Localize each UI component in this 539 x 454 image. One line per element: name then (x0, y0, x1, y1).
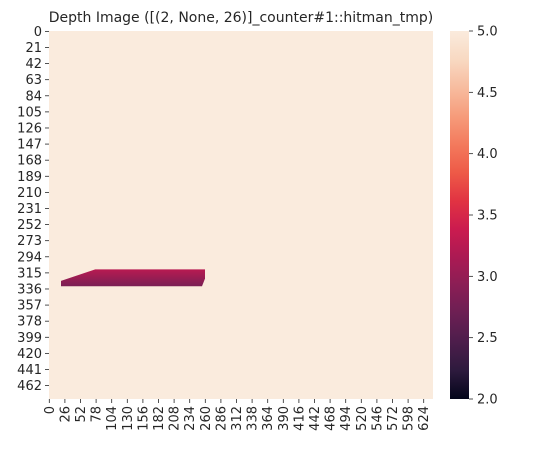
y-tick-label: 42 (25, 57, 42, 72)
x-tick-label: 624 (417, 406, 432, 431)
y-tick-label: 462 (17, 379, 42, 394)
colorbar-axis: 2.0 2.5 3.0 3.5 4.0 4.5 5.0 (469, 25, 498, 408)
chart-title: Depth Image ([(2, None, 26)]_counter#1::… (49, 10, 434, 26)
x-tick-label: 338 (246, 406, 261, 431)
x-tick-label: 598 (402, 406, 417, 431)
x-tick-label: 156 (136, 406, 151, 431)
colorbar-tick-label: 3.0 (477, 270, 498, 285)
y-tick-label: 84 (25, 89, 42, 104)
y-tick-label: 315 (17, 266, 42, 281)
x-tick-label: 442 (308, 406, 323, 431)
x-tick-label: 182 (152, 406, 167, 431)
colorbar (450, 31, 469, 399)
y-tick-label: 0 (34, 25, 42, 40)
x-tick-label: 78 (90, 406, 105, 423)
colorbar-tick-label: 2.0 (477, 393, 498, 408)
x-tick-label: 468 (324, 406, 339, 431)
colorbar-tick-label: 2.5 (477, 331, 498, 346)
y-tick-label: 399 (17, 331, 42, 346)
colorbar-tick-label: 4.5 (477, 86, 498, 101)
y-tick-label: 168 (17, 154, 42, 169)
colorbar-tick-label: 3.5 (477, 209, 498, 224)
x-tick-label: 312 (230, 406, 245, 431)
y-tick-label: 357 (17, 299, 42, 314)
x-tick-label: 130 (121, 406, 136, 431)
y-tick-label: 21 (25, 41, 42, 56)
x-tick-label: 390 (277, 406, 292, 431)
x-tick-label: 572 (386, 406, 401, 431)
x-tick-label: 0 (43, 406, 58, 414)
x-tick-label: 494 (339, 406, 354, 431)
y-tick-label: 105 (17, 105, 42, 120)
x-tick-label: 234 (183, 406, 198, 431)
y-tick-label: 210 (17, 186, 42, 201)
y-tick-label: 378 (17, 315, 42, 330)
y-tick-label: 294 (17, 250, 42, 265)
x-tick-label: 546 (370, 406, 385, 431)
y-tick-label: 252 (17, 218, 42, 233)
x-tick-label: 52 (74, 406, 89, 423)
heatmap-background (49, 31, 433, 399)
y-tick-label: 336 (17, 282, 42, 297)
y-tick-label: 126 (17, 121, 42, 136)
colorbar-tick-label: 4.0 (477, 147, 498, 162)
y-tick-label: 441 (17, 363, 42, 378)
x-tick-label: 26 (58, 406, 73, 423)
y-tick-label: 420 (17, 347, 42, 362)
x-tick-label: 104 (105, 406, 120, 431)
y-axis: 0214263841051261471681892102312522732943… (17, 25, 49, 394)
colorbar-tick-label: 5.0 (477, 25, 498, 40)
y-tick-label: 63 (25, 73, 42, 88)
x-tick-label: 208 (168, 406, 183, 431)
x-tick-label: 260 (199, 406, 214, 431)
x-tick-label: 364 (261, 406, 276, 431)
x-tick-label: 520 (355, 406, 370, 431)
y-tick-label: 147 (17, 138, 42, 153)
y-tick-label: 273 (17, 234, 42, 249)
x-axis: 0 26 52 78 104 130 156 182 208 234 260 286 312 338 364… (43, 399, 432, 431)
y-tick-label: 189 (17, 170, 42, 185)
x-tick-label: 286 (214, 406, 229, 431)
y-tick-label: 231 (17, 202, 42, 217)
x-tick-label: 416 (292, 406, 307, 431)
